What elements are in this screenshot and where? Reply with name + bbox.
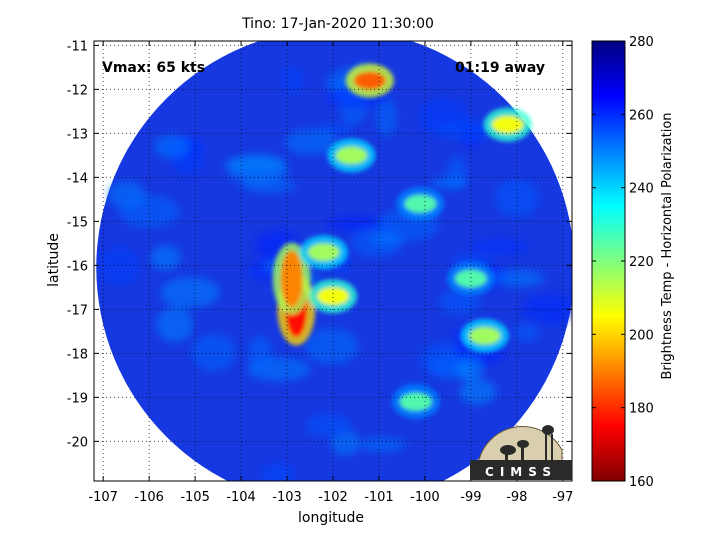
swath-patch [515,323,540,342]
swath-patch [471,238,529,255]
feature-layer [272,63,532,419]
y-tick-label: -11 [67,39,88,54]
x-tick-label: -107 [88,490,118,505]
y-tick-label: -20 [67,435,88,450]
swath-patch [160,277,220,308]
x-tick-label: -102 [318,490,348,505]
chart-title: Tino: 17-Jan-2020 11:30:00 [241,16,434,32]
swath-patch [304,413,352,437]
swath-patch [456,355,484,382]
x-tick-label: -103 [272,490,302,505]
colorbar-tick-label: 240 [629,182,654,197]
feature-core [307,243,340,262]
swath-patch [99,246,140,286]
feature-core [335,146,368,165]
swath-patch [150,245,181,271]
y-tick-label: -16 [67,259,88,274]
x-tick-label: -99 [460,490,481,505]
swath-patch [438,289,481,315]
axis-ticks [94,41,572,481]
cimss-logo: CIMSS [470,425,572,480]
swath-patch [430,176,469,190]
colorbar-tick-label: 280 [629,35,654,50]
swath-patch [227,154,289,184]
feature-core [353,71,386,90]
colorbar-tick-label: 180 [629,402,654,417]
swath-patch [375,97,397,137]
swath-patch [432,119,496,140]
feature-core [491,115,524,134]
x-axis-label: longitude [298,510,364,526]
swath-patch [494,269,545,287]
x-tick-label: -105 [180,490,210,505]
feature-core [404,194,437,213]
x-tick-label: -97 [552,490,573,505]
y-tick-label: -19 [67,391,88,406]
vmax-annotation: Vmax: 65 kts [102,60,205,76]
y-tick-label: -17 [67,303,88,318]
x-tick-label: -106 [134,490,164,505]
colorbar-tick-label: 260 [629,108,654,123]
swath-patch [304,328,359,365]
x-tick-label: -98 [506,490,527,505]
grid-lines [94,41,572,481]
y-tick-labels: -11 -12 -13 -14 -15 -16 -17 -18 -19 -20 [67,39,88,450]
swath-patch [285,129,338,155]
colorbar-tick-label: 200 [629,328,654,343]
swath-patch [156,306,194,342]
colorbar-tick-label: 160 [629,475,654,490]
colorbar [591,40,626,482]
y-tick-label: -12 [67,83,88,98]
y-tick-label: -14 [67,171,88,186]
y-tick-label: -18 [67,347,88,362]
swath-patch [280,66,304,93]
swath-patch [330,430,361,456]
feature-core [280,250,303,307]
y-tick-label: -13 [67,127,88,142]
cimss-logo-text: CIMSS [485,465,557,479]
colorbar-ticks: 160 180 200 220 240 260 280 [592,35,654,490]
swath-patch [360,436,406,453]
y-tick-label: -15 [67,215,88,230]
swath-patch [118,195,180,228]
swath-patch [494,179,539,217]
feature-core [399,392,432,411]
swath-patch [248,335,272,373]
x-tick-label: -101 [364,490,394,505]
feature-core [468,326,501,345]
feature-core [454,269,487,288]
x-tick-label: -104 [226,490,256,505]
swath-patch [523,293,572,324]
swath-patch [459,379,497,405]
swath-patch [153,134,190,159]
feature-core [317,287,349,306]
y-axis-label: latitude [46,233,62,287]
colorbar-tick-label: 220 [629,255,654,270]
swath-patch [191,333,236,372]
colorbar-label: Brightness Temp - Horizontal Polarizatio… [660,112,675,379]
x-tick-labels: -107 -106 -105 -104 -103 -102 -101 -100 -99 -98 -9… [88,490,573,505]
time-away-annotation: 01:19 away [455,60,545,76]
x-tick-label: -100 [410,490,440,505]
